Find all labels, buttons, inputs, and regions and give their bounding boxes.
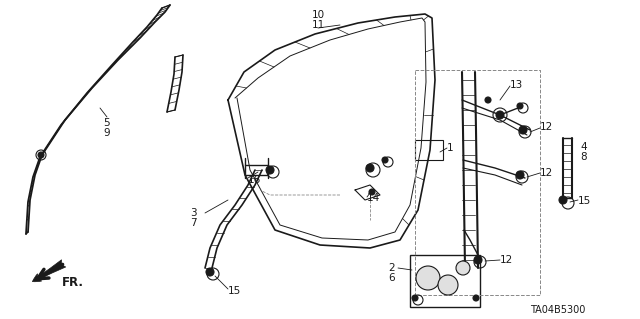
Circle shape (416, 266, 440, 290)
Text: 2: 2 (388, 263, 395, 273)
Circle shape (438, 275, 458, 295)
Text: 6: 6 (388, 273, 395, 283)
Text: 13: 13 (510, 80, 524, 90)
Text: 12: 12 (500, 255, 513, 265)
Circle shape (412, 295, 418, 301)
Circle shape (519, 126, 527, 134)
Circle shape (485, 97, 491, 103)
Circle shape (38, 152, 44, 158)
Circle shape (266, 166, 274, 174)
Text: 3: 3 (190, 208, 196, 218)
Text: 15: 15 (228, 286, 241, 296)
Text: 15: 15 (578, 196, 591, 206)
Text: 10: 10 (312, 10, 324, 20)
Circle shape (473, 295, 479, 301)
Text: TA04B5300: TA04B5300 (530, 305, 586, 315)
Circle shape (496, 111, 504, 119)
Text: 14: 14 (367, 193, 380, 203)
Circle shape (559, 196, 567, 204)
Circle shape (382, 157, 388, 163)
Bar (415, 140, 443, 160)
Circle shape (456, 261, 470, 275)
Text: 12: 12 (540, 122, 553, 132)
Circle shape (474, 256, 482, 264)
Circle shape (517, 103, 523, 109)
Text: 9: 9 (104, 128, 110, 138)
Text: 4: 4 (580, 142, 587, 152)
Text: 7: 7 (190, 218, 196, 228)
Circle shape (206, 268, 214, 276)
Bar (410, 255, 480, 307)
Text: 12: 12 (540, 168, 553, 178)
Text: 11: 11 (312, 20, 324, 30)
Text: 1: 1 (447, 143, 454, 153)
Text: 5: 5 (104, 118, 110, 128)
Text: FR.: FR. (62, 276, 84, 289)
Text: 16: 16 (248, 175, 261, 185)
Circle shape (366, 164, 374, 172)
Circle shape (516, 171, 524, 179)
Text: 8: 8 (580, 152, 587, 162)
Circle shape (369, 189, 375, 195)
